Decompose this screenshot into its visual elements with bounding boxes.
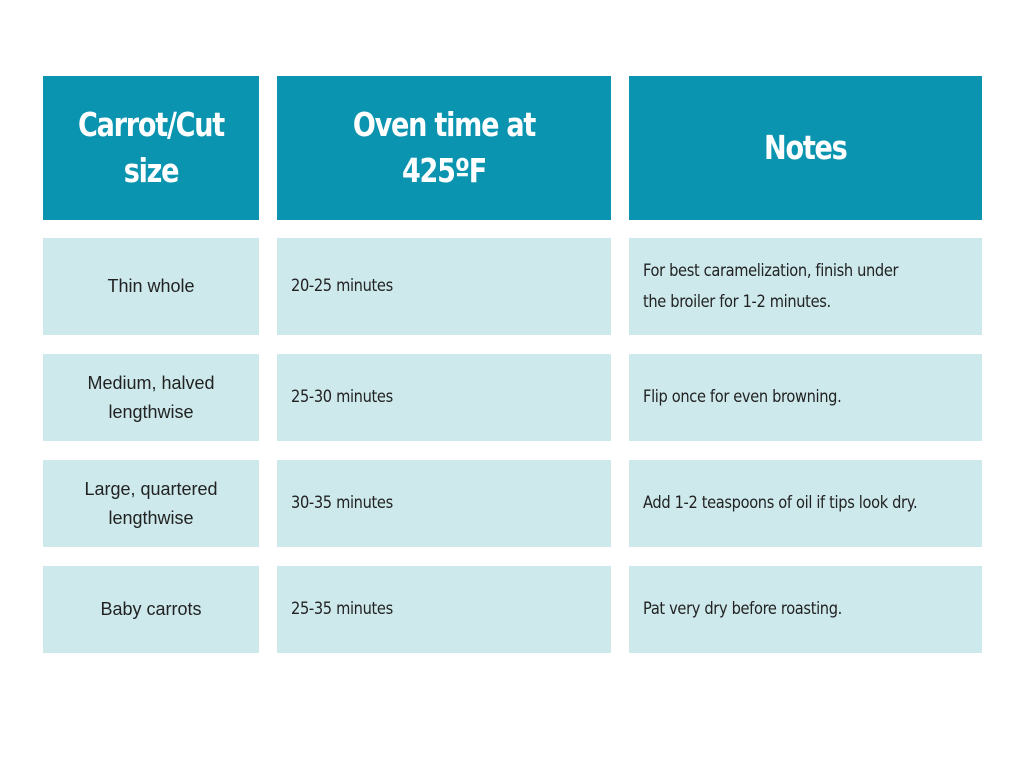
cell-cut-size: Large, quartered lengthwise (43, 460, 259, 547)
cell-oven-time-text: 25-35 minutes (291, 599, 393, 619)
table-row: Large, quartered lengthwise 30-35 minute… (43, 460, 982, 547)
table-row: Thin whole 20-25 minutes For best carame… (43, 238, 982, 335)
cell-cut-size: Medium, halved lengthwise (43, 354, 259, 441)
cell-oven-time-text: 20-25 minutes (291, 276, 393, 296)
table-header-row: Carrot/Cut size Oven time at 425ºF Notes (43, 76, 982, 220)
table-row: Medium, halved lengthwise 25-30 minutes … (43, 354, 982, 441)
header-cut-size: Carrot/Cut size (43, 76, 259, 220)
cell-notes-text: Pat very dry before roasting. (643, 599, 842, 619)
header-notes: Notes (629, 76, 982, 220)
cell-notes: Pat very dry before roasting. (629, 566, 982, 653)
header-oven-time-label: Oven time at 425ºF (352, 105, 537, 190)
cell-oven-time: 20-25 minutes (277, 238, 611, 335)
cell-oven-time: 25-35 minutes (277, 566, 611, 653)
cell-oven-time: 25-30 minutes (277, 354, 611, 441)
cell-notes-text: For best caramelization, finish under th… (643, 260, 899, 312)
cell-oven-time: 30-35 minutes (277, 460, 611, 547)
cell-oven-time-text: 30-35 minutes (291, 493, 393, 513)
cell-notes-text: Add 1-2 teaspoons of oil if tips look dr… (643, 493, 918, 513)
cell-notes: Flip once for even browning. (629, 354, 982, 441)
cell-oven-time-text: 25-30 minutes (291, 387, 393, 407)
cell-cut-size: Baby carrots (43, 566, 259, 653)
header-cut-size-label: Carrot/Cut size (78, 105, 225, 190)
cell-notes: Add 1-2 teaspoons of oil if tips look dr… (629, 460, 982, 547)
cell-notes-text: Flip once for even browning. (643, 387, 842, 407)
cell-cut-size: Thin whole (43, 238, 259, 335)
cell-notes: For best caramelization, finish under th… (629, 238, 982, 335)
header-oven-time: Oven time at 425ºF (277, 76, 611, 220)
header-notes-label: Notes (764, 128, 848, 167)
table-row: Baby carrots 25-35 minutes Pat very dry … (43, 566, 982, 653)
